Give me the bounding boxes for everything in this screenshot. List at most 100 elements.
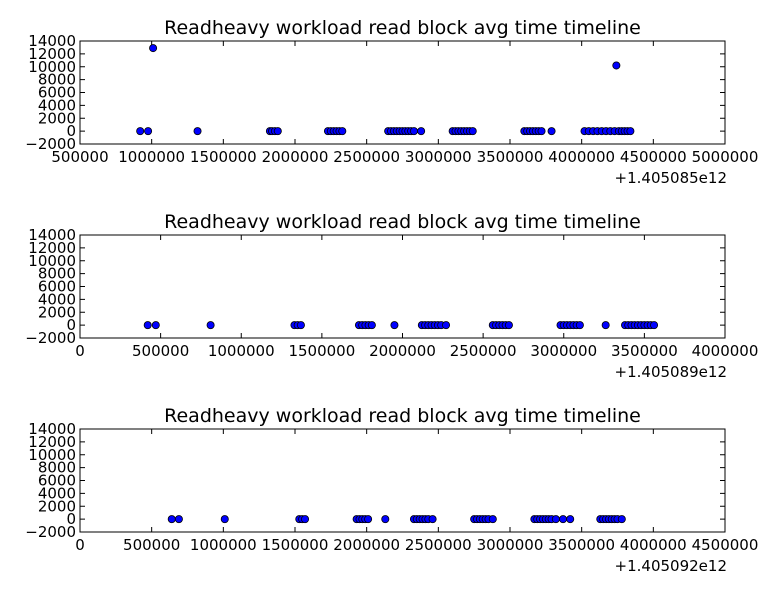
scatter-series	[167, 515, 626, 524]
data-point	[551, 515, 560, 524]
scatter-series	[143, 321, 659, 330]
y-tick-label: 6000	[38, 472, 76, 490]
x-tick-label: 1500000	[288, 342, 355, 360]
x-tick-label: 3000000	[530, 342, 597, 360]
x-tick-label: 5000000	[692, 148, 759, 166]
x-tick-label: 2000000	[333, 536, 400, 554]
x-tick-label: 1000000	[190, 536, 257, 554]
y-tick-label: −2000	[25, 135, 76, 153]
x-offset-label: +1.405085e12	[615, 169, 727, 187]
y-tick-label: 4000	[38, 484, 76, 502]
data-point	[559, 515, 568, 524]
x-tick-label: 1500000	[190, 148, 257, 166]
x-tick-label: 0	[75, 536, 85, 554]
x-tick-label: 2000000	[262, 148, 329, 166]
data-point	[468, 127, 477, 136]
plot-frame	[79, 40, 726, 145]
data-point	[174, 515, 183, 524]
x-tick-label: 2000000	[369, 342, 436, 360]
y-tick-label: 12000	[28, 45, 76, 63]
data-point	[338, 127, 347, 136]
data-point	[143, 321, 152, 330]
x-offset-label: +1.405089e12	[615, 363, 727, 381]
data-point	[273, 127, 282, 136]
data-point	[296, 321, 305, 330]
x-tick-label: 3500000	[611, 342, 678, 360]
x-tick-label: 4000000	[548, 148, 615, 166]
data-point	[417, 127, 426, 136]
data-point	[566, 515, 575, 524]
y-tick-label: 8000	[38, 265, 76, 283]
data-point	[381, 515, 390, 524]
y-tick-label: 12000	[28, 433, 76, 451]
data-point	[537, 127, 546, 136]
x-tick-label: 0	[75, 342, 85, 360]
x-tick-label: 4500000	[692, 536, 759, 554]
x-tick-label: 4000000	[692, 342, 759, 360]
data-point	[650, 321, 659, 330]
plot-frame	[79, 428, 726, 533]
subplot-3: Readheavy workload read block avg time t…	[25, 405, 758, 575]
x-tick-label: 3500000	[477, 148, 544, 166]
data-point	[617, 515, 626, 524]
data-point	[428, 515, 437, 524]
y-tick-label: 4000	[38, 96, 76, 114]
x-tick-label: 2500000	[450, 342, 517, 360]
y-tick-label: 4000	[38, 290, 76, 308]
x-tick-label: 2500000	[405, 536, 472, 554]
y-tick-label: 10000	[28, 446, 76, 464]
data-point	[504, 321, 513, 330]
x-tick-label: 500000	[51, 148, 108, 166]
x-tick-label: 2500000	[333, 148, 400, 166]
chart-title: Readheavy workload read block avg time t…	[164, 211, 641, 233]
y-tick-label: 2000	[38, 109, 76, 127]
y-tick-label: 6000	[38, 278, 76, 296]
x-tick-label: 4500000	[620, 148, 687, 166]
scatter-series	[136, 44, 635, 136]
data-point	[220, 515, 229, 524]
chart-title: Readheavy workload read block avg time t…	[164, 17, 641, 39]
data-point	[575, 321, 584, 330]
y-tick-label: 14000	[28, 420, 76, 438]
y-tick-label: 14000	[28, 226, 76, 244]
subplot-2: Readheavy workload read block avg time t…	[25, 211, 758, 381]
data-point	[301, 515, 310, 524]
x-tick-label: 3000000	[477, 536, 544, 554]
data-point	[364, 515, 373, 524]
y-tick-label: 12000	[28, 239, 76, 257]
y-tick-label: 8000	[38, 71, 76, 89]
data-point	[144, 127, 153, 136]
y-tick-label: 2000	[38, 303, 76, 321]
x-tick-label: 500000	[123, 536, 180, 554]
y-tick-label: 8000	[38, 459, 76, 477]
data-point	[547, 127, 556, 136]
data-point	[367, 321, 376, 330]
data-point	[601, 321, 610, 330]
y-tick-label: 10000	[28, 252, 76, 270]
y-tick-label: 0	[66, 122, 76, 140]
data-point	[409, 127, 418, 136]
y-tick-label: 6000	[38, 84, 76, 102]
y-tick-label: 2000	[38, 497, 76, 515]
data-point	[193, 127, 202, 136]
data-point	[151, 321, 160, 330]
y-tick-label: 10000	[28, 58, 76, 76]
x-tick-label: 1000000	[118, 148, 185, 166]
x-tick-label: 4000000	[620, 536, 687, 554]
x-tick-label: 500000	[132, 342, 189, 360]
data-point	[442, 321, 451, 330]
data-point	[206, 321, 215, 330]
subplot-1: Readheavy workload read block avg time t…	[25, 17, 758, 187]
data-point	[136, 127, 145, 136]
x-tick-label: 1500000	[262, 536, 329, 554]
x-tick-label: 3000000	[405, 148, 472, 166]
data-point	[149, 44, 158, 53]
data-point	[488, 515, 497, 524]
x-tick-label: 1000000	[208, 342, 275, 360]
data-point	[167, 515, 176, 524]
y-tick-label: −2000	[25, 523, 76, 541]
x-tick-label: 3500000	[548, 536, 615, 554]
y-tick-label: 0	[66, 510, 76, 528]
y-tick-label: 0	[66, 316, 76, 334]
